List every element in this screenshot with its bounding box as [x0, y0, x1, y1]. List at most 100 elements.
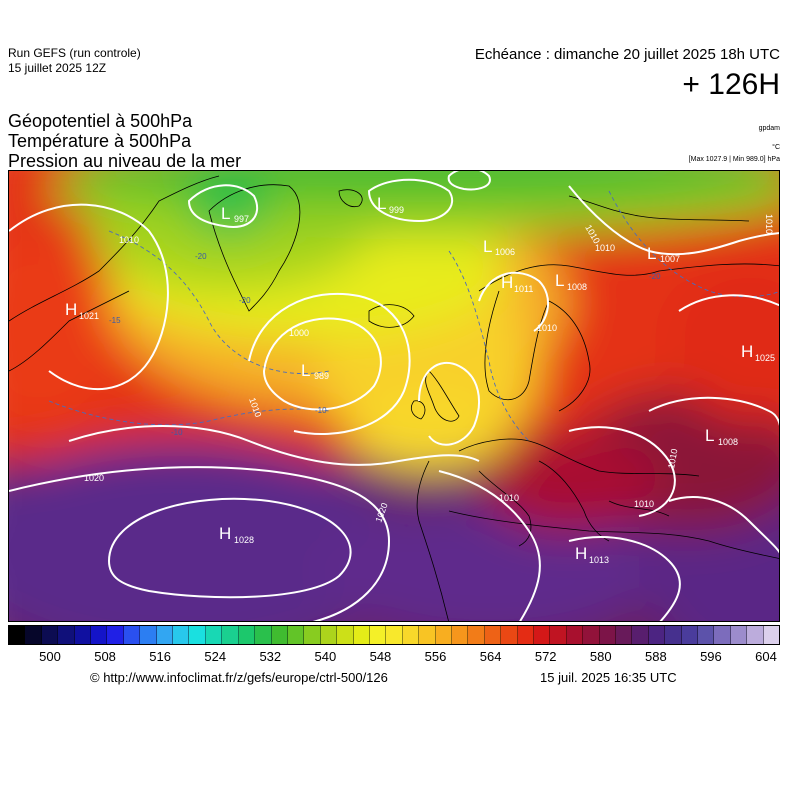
color-scale-tick-label: 604	[755, 649, 777, 664]
pressure-center: H 1025	[741, 342, 775, 363]
color-scale-swatch	[156, 626, 174, 644]
pressure-center: L 1008	[555, 271, 587, 292]
svg-text:L: L	[377, 194, 386, 213]
svg-text:H: H	[219, 524, 231, 543]
svg-text:H: H	[65, 300, 77, 319]
color-scale-swatch	[484, 626, 502, 644]
svg-text:L: L	[647, 244, 656, 263]
color-scale-swatch	[189, 626, 206, 644]
color-scale-swatch	[320, 626, 338, 644]
color-scale-swatch	[583, 626, 600, 644]
color-scale-swatch	[747, 626, 764, 644]
color-scale-swatch	[419, 626, 436, 644]
color-scale-swatch	[468, 626, 485, 644]
svg-text:1025: 1025	[755, 353, 775, 363]
unit-geopotential: gpdam	[758, 125, 780, 132]
color-scale-swatch	[287, 626, 305, 644]
color-scale-swatch	[435, 626, 452, 644]
isotherm-label: -10	[171, 428, 183, 437]
color-scale-swatch	[205, 626, 223, 644]
color-scale-swatch	[107, 626, 124, 644]
pressure-center: L 1007	[647, 244, 680, 264]
svg-text:1006: 1006	[495, 247, 515, 257]
color-scale-swatch	[714, 626, 731, 644]
color-scale-tick-label: 500	[39, 649, 61, 664]
color-scale-tick-label: 508	[94, 649, 116, 664]
layer-geopotential: Géopotentiel à 500hPa	[8, 111, 193, 131]
svg-text:1011: 1011	[514, 284, 533, 294]
color-scale-tick-label: 532	[259, 649, 282, 664]
svg-text:H: H	[575, 544, 587, 563]
coastlines	[9, 175, 779, 621]
color-scale-swatch	[648, 626, 666, 644]
svg-text:1028: 1028	[234, 535, 254, 545]
color-scale-swatch	[665, 626, 682, 644]
color-scale-swatch	[255, 626, 272, 644]
isobar-label: 1010	[666, 448, 679, 469]
color-scale-tick-label: 540	[314, 649, 337, 664]
color-scale-swatch	[91, 626, 108, 644]
color-scale-tick-label: 596	[700, 649, 722, 664]
color-scale-swatch	[730, 626, 748, 644]
geopotential-field	[9, 171, 779, 621]
pressure-center: L 1006	[483, 237, 515, 257]
run-title: Run GEFS (run controle)	[8, 46, 141, 60]
pressure-center: L 997	[221, 204, 249, 224]
isobar-label: 1010	[499, 493, 519, 503]
color-scale-swatch	[222, 626, 239, 644]
pressure-center: L 999	[377, 194, 404, 215]
pressure-range: [Max 1027.9 | Min 989.0] hPa	[688, 156, 780, 163]
color-scale-swatch	[534, 626, 551, 644]
color-scale-swatch	[58, 626, 75, 644]
pressure-center: H 1028	[219, 524, 254, 545]
isobars	[9, 171, 779, 621]
color-scale-swatch	[763, 626, 780, 644]
color-scale-swatch	[501, 626, 518, 644]
isobar-label: 1010	[119, 235, 139, 245]
color-scale-swatch	[9, 626, 26, 644]
color-scale-swatch	[386, 626, 403, 644]
isotherm-labels: -20 -20 -15 -10 -10 -20	[109, 252, 661, 437]
pressure-center: H 1021	[65, 300, 99, 321]
color-scale-tick-label: 556	[424, 649, 447, 664]
color-scale-swatch	[123, 626, 141, 644]
svg-text:H: H	[501, 273, 513, 292]
color-scale-tick-label: 572	[534, 649, 557, 664]
color-scale-swatch	[550, 626, 567, 644]
color-scale-swatch	[41, 626, 59, 644]
color-scale-tick-label: 564	[479, 649, 502, 664]
run-date: 15 juillet 2025 12Z	[8, 61, 107, 75]
pressure-centers: L 997 L 999 L 1006 H 1011 L 1008	[65, 194, 775, 565]
color-scale-tick-label: 588	[644, 649, 667, 664]
source-url: © http://www.infoclimat.fr/z/gefs/europe…	[90, 670, 388, 685]
color-scale-swatch	[337, 626, 354, 644]
color-scale-tick-label: 516	[149, 649, 171, 664]
svg-text:L: L	[555, 271, 564, 290]
color-scale-swatch	[566, 626, 584, 644]
color-scale-swatch	[451, 626, 469, 644]
svg-text:H: H	[741, 342, 753, 361]
color-scale-bar	[8, 625, 780, 645]
color-scale-swatch	[353, 626, 370, 644]
svg-text:L: L	[705, 426, 714, 445]
pressure-center: L 989	[301, 361, 329, 381]
color-scale-swatch	[369, 626, 387, 644]
color-scale-tick-label: 580	[589, 649, 612, 664]
lead-time: + 126H	[682, 68, 780, 101]
color-scale-tick-label: 524	[204, 649, 227, 664]
color-scale-swatch	[238, 626, 256, 644]
generated-time: 15 juil. 2025 16:35 UTC	[540, 670, 677, 685]
weather-map-svg: 1010 1000 1010 1020 1020 1010 1010 1010 …	[9, 171, 779, 621]
color-scale-swatch	[681, 626, 699, 644]
layer-pressure: Pression au niveau de la mer	[8, 151, 242, 171]
isobar-label: 1010	[634, 499, 654, 509]
svg-text:999: 999	[389, 205, 404, 215]
color-scale-swatch	[25, 626, 42, 644]
isotherm-label: -20	[649, 272, 661, 281]
svg-text:989: 989	[314, 371, 329, 381]
color-scale-swatch	[271, 626, 288, 644]
isobar-label: 1010	[764, 214, 774, 234]
svg-text:1007: 1007	[660, 254, 680, 264]
color-scale-ticks: 500 508 516 524 532 540 548 556 564 572 580 588 596 6…	[8, 649, 780, 667]
isotherm-label: -15	[109, 316, 121, 325]
